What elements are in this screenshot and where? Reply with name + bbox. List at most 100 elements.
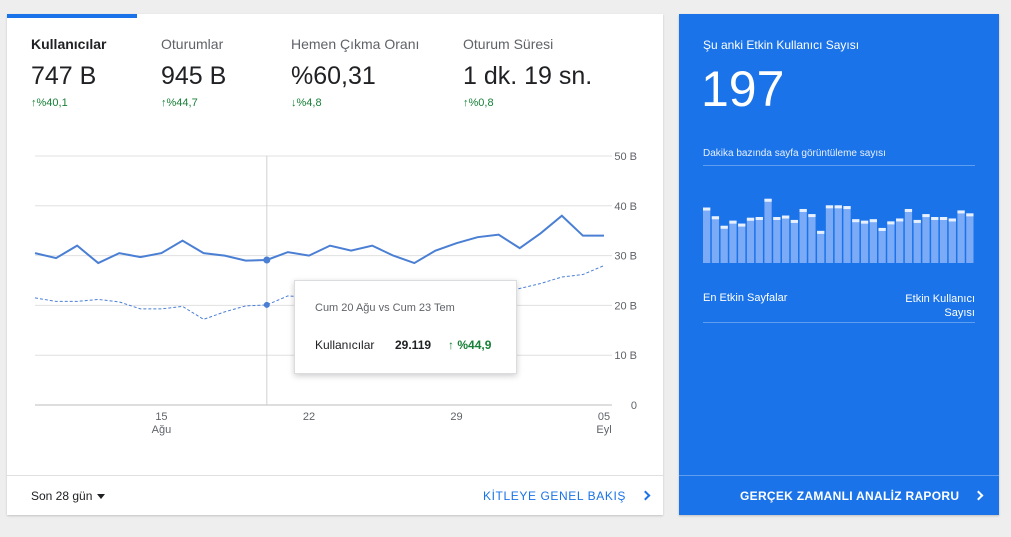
pageview-bar — [878, 227, 886, 263]
pageview-bar-cap — [825, 205, 834, 209]
x-tick-sublabel: Eyl — [596, 424, 611, 436]
realtime-report-link[interactable]: GERÇEK ZAMANLI ANALİZ RAPORU — [740, 489, 984, 503]
tooltip-label: Kullanıcılar — [315, 338, 375, 352]
date-range-dropdown[interactable]: Son 28 gün — [31, 489, 106, 503]
pageview-bar-cap — [738, 223, 746, 227]
pageview-bar-cap — [764, 198, 772, 202]
pageview-bar-cap — [781, 215, 790, 219]
pageview-bar-cap — [852, 219, 860, 223]
pageview-bar — [773, 217, 781, 263]
pageview-bar — [939, 217, 948, 263]
realtime-card: Şu anki Etkin Kullanıcı Sayısı 197 Dakik… — [679, 14, 999, 515]
pageview-bar-cap — [904, 208, 913, 212]
pageview-bar — [843, 206, 851, 263]
pageview-bar-cap — [922, 214, 930, 218]
metric-value: 945 B — [161, 62, 227, 90]
pageview-bar-cap — [887, 221, 895, 225]
pageview-bar — [781, 215, 790, 263]
pageview-bar — [896, 218, 904, 263]
metric-delta: ↑%44,7 — [161, 97, 198, 109]
pageview-bar — [825, 205, 834, 263]
pageview-bar-cap — [746, 217, 755, 221]
caret-down-icon — [97, 494, 106, 500]
metric-label: Kullanıcılar — [31, 36, 107, 52]
arrow-up-icon: ↑ — [463, 97, 469, 109]
pageview-bar — [966, 213, 974, 263]
tooltip-delta: ↑ %44,9 — [448, 338, 492, 352]
realtime-footer-divider — [679, 475, 999, 476]
chevron-right-icon — [973, 490, 984, 501]
metric-label: Oturumlar — [161, 36, 224, 52]
pageview-bar — [790, 219, 799, 263]
pageview-bar — [948, 218, 956, 263]
y-tick-label: 50 B — [614, 151, 637, 163]
y-tick-label: 10 B — [614, 350, 637, 362]
pageview-bar — [711, 216, 720, 263]
pageview-bar — [808, 214, 816, 263]
pageview-bar-cap — [834, 205, 842, 209]
x-tick-label: 05 — [598, 411, 610, 423]
pageview-bar — [852, 219, 860, 263]
pageview-bar — [931, 217, 939, 263]
audience-overview-link[interactable]: KİTLEYE GENEL BAKIŞ — [483, 489, 651, 503]
pageview-bar — [746, 217, 755, 263]
pageviews-per-minute-label: Dakika bazında sayfa görüntüleme sayısı — [703, 148, 886, 159]
metric-value: 1 dk. 19 sn. — [463, 62, 593, 90]
metric-tab-users[interactable]: Kullanıcılar 747 B ↑%40,1 — [31, 36, 106, 109]
y-tick-label: 20 B — [614, 300, 637, 312]
divider — [703, 322, 975, 323]
pageview-bar-cap — [860, 220, 869, 224]
pageview-bar-cap — [808, 214, 816, 218]
pageview-bar — [869, 219, 877, 263]
pageview-bar-cap — [790, 219, 799, 223]
audience-overview-card: Kullanıcılar 747 B ↑%40,1 Oturumlar 945 … — [7, 14, 663, 515]
metric-delta: ↑%0,8 — [463, 97, 494, 109]
pageview-bar-cap — [966, 213, 974, 217]
pageview-bar — [799, 208, 807, 263]
metric-delta: ↑%40,1 — [31, 97, 68, 109]
pageview-bar-cap — [869, 219, 877, 223]
pageview-bar-cap — [913, 219, 921, 223]
metric-delta: ↓%4,8 — [291, 97, 322, 109]
active-tab-indicator — [7, 14, 137, 18]
users-series-line — [34, 214, 604, 265]
pageview-bar — [729, 220, 737, 263]
pageview-bar-cap — [773, 217, 781, 221]
pageview-bar-cap — [896, 218, 904, 222]
pageview-bar — [720, 225, 728, 263]
pageview-bar — [817, 230, 825, 263]
metric-value: %60,31 — [291, 62, 376, 90]
top-pages-header: En Etkin Sayfalar — [703, 292, 788, 304]
pageview-bar-cap — [729, 220, 737, 224]
y-tick-label: 0 — [631, 400, 637, 412]
pageview-bar-cap — [720, 225, 728, 229]
y-tick-label: 40 B — [614, 201, 637, 213]
metric-tab-session-duration[interactable]: Oturum Süresi 1 dk. 19 sn. ↑%0,8 — [463, 36, 592, 109]
realtime-title: Şu anki Etkin Kullanıcı Sayısı — [703, 38, 860, 52]
pageview-bar-cap — [957, 210, 965, 214]
arrow-down-icon: ↓ — [291, 97, 297, 109]
metric-label: Hemen Çıkma Oranı — [291, 36, 420, 52]
pageview-bar — [887, 221, 895, 263]
pageview-bar-cap — [878, 227, 886, 231]
pageview-bar-cap — [799, 208, 807, 212]
pageview-bar — [764, 198, 772, 263]
x-tick-label: 29 — [450, 411, 462, 423]
pageview-bar — [834, 205, 842, 263]
arrow-up-icon: ↑ — [161, 97, 167, 109]
pageviews-bar-chart — [703, 198, 974, 263]
pageview-bar-cap — [948, 218, 956, 222]
pageview-bar — [755, 217, 763, 263]
metric-tab-sessions[interactable]: Oturumlar 945 B ↑%44,7 — [161, 36, 226, 109]
pageview-bar-cap — [843, 206, 851, 210]
metric-value: 747 B — [31, 62, 97, 90]
x-tick-sublabel: Ağu — [152, 424, 172, 436]
active-users-header: Etkin Kullanıcı Sayısı — [905, 293, 975, 319]
pageview-bar-cap — [703, 207, 711, 211]
pageview-bar-cap — [755, 217, 763, 221]
divider — [703, 165, 975, 166]
metric-tab-bounce-rate[interactable]: Hemen Çıkma Oranı %60,31 ↓%4,8 — [291, 36, 419, 109]
pageview-bar-cap — [711, 216, 720, 220]
pageview-bar — [904, 208, 913, 263]
